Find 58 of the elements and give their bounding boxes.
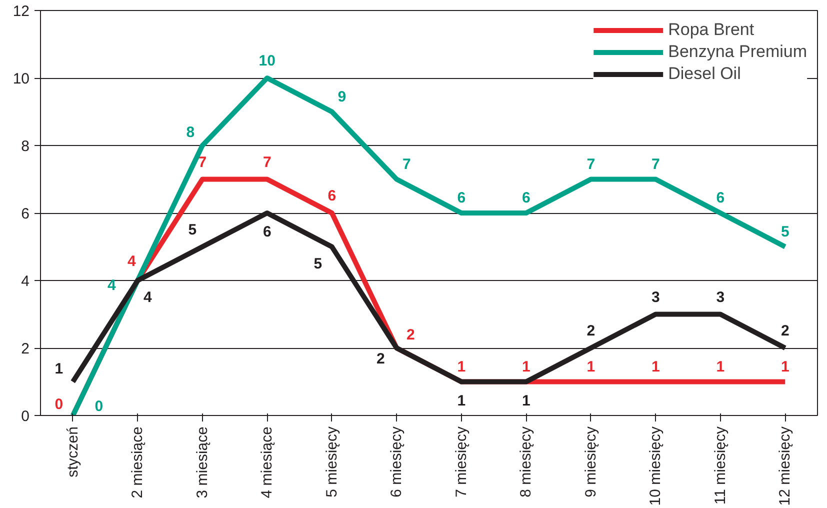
x-tick-label: 8 miesięcy [518, 426, 535, 498]
y-tick-label: 8 [21, 138, 30, 155]
data-label: 9 [338, 88, 346, 106]
data-label: 6 [262, 224, 272, 240]
data-label: 7 [402, 156, 411, 173]
legend-label: Diesel Oil [668, 64, 741, 84]
x-tick-label: 5 miesięcy [323, 426, 340, 498]
data-label: 7 [586, 156, 596, 173]
data-label: 7 [198, 154, 207, 171]
legend-label: Ropa Brent [668, 20, 754, 40]
data-label: 0 [54, 396, 64, 413]
y-tick-label: 2 [21, 340, 30, 358]
data-label: 3 [651, 288, 660, 306]
data-label: 2 [586, 322, 596, 340]
data-label: 4 [107, 277, 116, 294]
data-label: 2 [376, 350, 385, 368]
y-tick-label: 10 [12, 70, 30, 88]
data-label: 1 [457, 392, 466, 410]
y-tick-label: 0 [21, 408, 30, 425]
x-tick-label: 11 miesięcy [712, 426, 729, 505]
x-tick-label: 2 miesiące [129, 426, 146, 498]
data-label: 1 [716, 358, 725, 376]
data-label: 10 [258, 52, 276, 70]
data-label: 2 [406, 326, 415, 344]
x-tick-label: 6 miesięcy [388, 426, 406, 498]
data-label: 4 [143, 289, 152, 306]
data-label: 6 [457, 190, 466, 206]
data-label: 3 [716, 288, 725, 306]
data-label: 1 [522, 392, 530, 410]
data-label: 6 [522, 190, 530, 206]
data-label: 5 [314, 255, 322, 272]
x-tick-label: 9 miesięcy [582, 426, 600, 498]
data-label: 7 [651, 156, 660, 173]
data-label: 1 [780, 358, 790, 376]
x-tick-label: styczeń [64, 426, 82, 478]
x-tick-label: 3 miesiące [194, 426, 211, 498]
y-tick-label: 4 [21, 273, 30, 290]
data-label: 0 [94, 398, 104, 415]
data-label: 6 [716, 190, 725, 206]
data-label: 7 [262, 154, 272, 171]
data-label: 1 [586, 358, 596, 376]
data-label: 5 [780, 223, 790, 240]
data-label: 1 [54, 360, 64, 378]
x-tick-label: 4 miesiące [258, 426, 276, 498]
y-tick-label: 6 [21, 206, 30, 222]
data-label: 1 [522, 358, 530, 376]
data-label: 5 [188, 221, 197, 238]
y-tick-label: 12 [12, 3, 30, 20]
x-tick-label: 7 miesięcy [452, 426, 470, 498]
data-label: 4 [127, 253, 136, 270]
legend-label: Benzyna Premium [668, 42, 807, 62]
x-tick-label: 10 miesięcy [647, 426, 664, 506]
data-label: 6 [328, 188, 336, 204]
data-label: 2 [780, 322, 790, 340]
data-label: 1 [457, 358, 466, 376]
x-tick-label: 12 miesięcy [776, 426, 794, 506]
data-label: 1 [651, 358, 660, 376]
data-label: 8 [186, 124, 195, 141]
